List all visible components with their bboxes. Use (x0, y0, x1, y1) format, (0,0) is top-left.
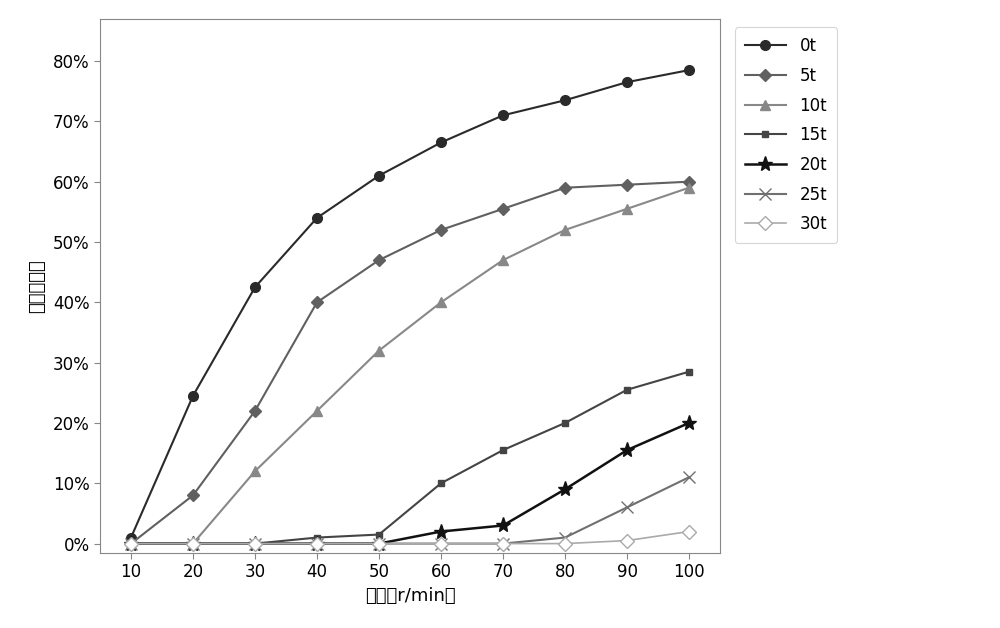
Line: 20t: 20t (123, 415, 697, 551)
30t (187, 540, 199, 548)
10t (187, 540, 199, 548)
20t (187, 540, 199, 548)
15t (249, 540, 261, 548)
20t (125, 540, 137, 548)
15t (435, 480, 447, 487)
30t (497, 540, 509, 548)
30t (435, 540, 447, 548)
30t (621, 537, 633, 544)
10t (497, 256, 509, 264)
25t (311, 540, 323, 548)
5t (435, 226, 447, 234)
0t (125, 534, 137, 541)
5t (559, 184, 571, 192)
25t (373, 540, 385, 548)
30t (373, 540, 385, 548)
10t (683, 184, 695, 192)
25t (497, 540, 509, 548)
25t (187, 540, 199, 548)
0t (683, 67, 695, 74)
25t (249, 540, 261, 548)
20t (559, 485, 571, 493)
15t (497, 447, 509, 454)
15t (621, 386, 633, 394)
5t (497, 205, 509, 213)
0t (497, 112, 509, 119)
10t (373, 347, 385, 354)
10t (435, 298, 447, 306)
30t (683, 528, 695, 535)
5t (373, 256, 385, 264)
20t (249, 540, 261, 548)
Line: 15t: 15t (128, 368, 692, 547)
0t (435, 139, 447, 146)
Line: 0t: 0t (126, 65, 694, 543)
10t (559, 226, 571, 234)
25t (435, 540, 447, 548)
Line: 30t: 30t (126, 527, 694, 548)
0t (249, 283, 261, 291)
5t (125, 540, 137, 548)
20t (311, 540, 323, 548)
25t (683, 474, 695, 481)
0t (311, 214, 323, 222)
Legend: 0t, 5t, 10t, 15t, 20t, 25t, 30t: 0t, 5t, 10t, 15t, 20t, 25t, 30t (735, 27, 837, 243)
0t (559, 97, 571, 104)
30t (125, 540, 137, 548)
25t (559, 534, 571, 541)
Y-axis label: 热影响系数: 热影响系数 (28, 259, 46, 313)
25t (621, 504, 633, 511)
0t (373, 172, 385, 180)
20t (621, 447, 633, 454)
20t (435, 528, 447, 535)
10t (249, 467, 261, 475)
5t (311, 298, 323, 306)
Line: 25t: 25t (125, 472, 695, 549)
Line: 5t: 5t (127, 178, 693, 548)
15t (311, 534, 323, 541)
Line: 10t: 10t (126, 183, 694, 548)
5t (249, 407, 261, 414)
10t (311, 407, 323, 414)
15t (683, 368, 695, 376)
30t (559, 540, 571, 548)
5t (187, 492, 199, 499)
30t (249, 540, 261, 548)
20t (373, 540, 385, 548)
10t (125, 540, 137, 548)
5t (683, 178, 695, 185)
20t (497, 522, 509, 529)
0t (621, 78, 633, 86)
15t (559, 420, 571, 427)
25t (125, 540, 137, 548)
20t (683, 420, 695, 427)
10t (621, 205, 633, 213)
0t (187, 392, 199, 399)
15t (187, 540, 199, 548)
5t (621, 181, 633, 188)
X-axis label: 转速（r/min）: 转速（r/min） (365, 587, 455, 605)
30t (311, 540, 323, 548)
15t (373, 531, 385, 538)
15t (125, 540, 137, 548)
